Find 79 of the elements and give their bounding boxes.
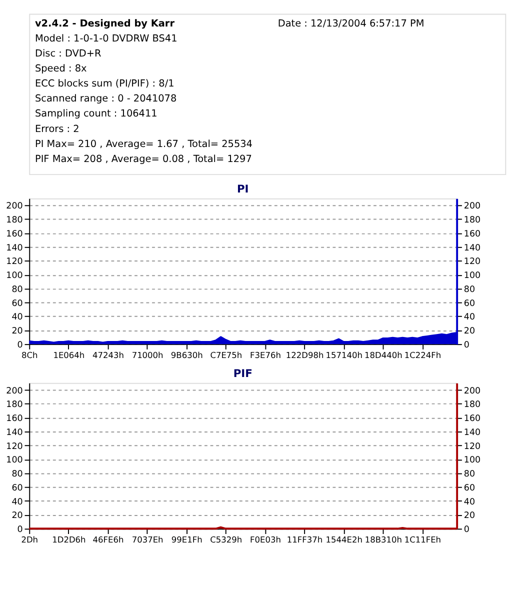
y2-tick-label: 140 [464, 243, 481, 254]
x-tick-label: 47243h [92, 350, 124, 360]
y-tick-label: 0 [17, 340, 23, 350]
y2-tick-label: 160 [464, 229, 481, 240]
text: PI Max= 210 , Average= 1.67 , Total= 25534 [34, 138, 252, 150]
x-tick-label: 99E1Fh [171, 534, 202, 545]
y2-tick-label: 100 [464, 456, 481, 466]
y2-tick-label: 40 [464, 497, 476, 508]
y-tick-label: 20 [12, 511, 23, 522]
y-tick-label: 120 [6, 442, 23, 452]
chart-title: PIF [233, 367, 252, 380]
y-tick-label: 160 [6, 414, 23, 424]
y2-tick-label: 80 [464, 470, 476, 480]
x-tick-label: 1D2D6h [52, 534, 86, 545]
y2-tick-label: 180 [464, 400, 481, 410]
text: ECC blocks sum (PI/PIF) : 8/1 [34, 78, 174, 90]
y2-tick-label: 20 [464, 326, 476, 337]
y-tick-label: 60 [12, 483, 23, 494]
x-tick-label: 1E064h [53, 350, 85, 360]
text: Errors : 2 [34, 124, 80, 135]
x-tick-label: 7037Eh [132, 534, 164, 545]
y2-tick-label: 140 [464, 428, 481, 438]
y2-tick-label: 0 [464, 525, 470, 536]
text: Disc : DVD+R [34, 48, 102, 60]
x-tick-label: F0E03h [250, 534, 281, 545]
text: v2.4.2 - Designed by Karr [34, 18, 175, 30]
y-tick-label: 100 [6, 271, 23, 282]
x-tick-label: 122D98h [286, 350, 324, 360]
x-tick-label: 11FF37h [286, 534, 323, 545]
y2-tick-label: 160 [464, 414, 481, 424]
y2-tick-label: 60 [464, 298, 476, 309]
text: Date : 12/13/2004 6:57:17 PM [278, 18, 424, 30]
y-tick-label: 60 [12, 298, 23, 309]
y-tick-label: 140 [6, 243, 23, 254]
x-tick-label: C7E75h [210, 350, 242, 360]
y-tick-label: 180 [6, 400, 23, 410]
text: Model : 1-0-1-0 DVDRW BS41 [34, 33, 178, 44]
x-tick-label: 2Dh [21, 534, 38, 545]
y2-tick-label: 180 [464, 216, 481, 226]
text: Speed : 8x [34, 64, 87, 75]
y-tick-label: 80 [12, 470, 23, 480]
x-tick-label: 1544E2h [326, 534, 362, 545]
text: Scanned range : 0 - 2041078 [34, 94, 177, 105]
x-tick-label: F3E76h [250, 350, 281, 360]
y-tick-label: 200 [6, 386, 23, 396]
x-tick-label: 46FE6h [92, 534, 124, 545]
y-tick-label: 100 [6, 456, 23, 466]
y-tick-label: 200 [6, 202, 23, 212]
y-tick-label: 40 [12, 312, 23, 323]
chart-title: PI [236, 182, 249, 196]
y2-tick-label: 200 [464, 386, 481, 396]
y2-tick-label: 80 [464, 284, 476, 295]
y2-tick-label: 60 [464, 483, 476, 494]
x-tick-label: 1C11FEh [404, 534, 442, 545]
y2-tick-label: 0 [464, 340, 470, 350]
x-tick-label: 157140h [326, 350, 362, 360]
x-tick-label: 8Ch [22, 350, 38, 360]
x-tick-label: 9B630h [170, 350, 203, 360]
x-tick-label: 1C224Fh [404, 350, 442, 360]
y2-tick-label: 40 [464, 312, 476, 323]
y-tick-label: 140 [6, 428, 23, 438]
y2-tick-label: 20 [464, 511, 476, 522]
x-tick-label: 18B310h [364, 534, 402, 545]
x-tick-label: 71000h [132, 350, 164, 360]
y-tick-label: 120 [6, 257, 23, 268]
y2-tick-label: 100 [464, 271, 481, 282]
y-tick-label: 160 [6, 229, 23, 240]
y-tick-label: 40 [12, 497, 23, 508]
y-tick-label: 180 [6, 216, 23, 226]
x-tick-label: 18D440h [364, 350, 402, 360]
y2-tick-label: 200 [464, 202, 481, 212]
x-tick-label: C5329h [210, 534, 242, 545]
y2-tick-label: 120 [464, 257, 481, 268]
y2-tick-label: 120 [464, 442, 481, 452]
text: Sampling count : 106411 [34, 108, 158, 120]
text: PIF Max= 208 , Average= 0.08 , Total= 1297 [34, 154, 252, 165]
y-tick-label: 20 [12, 326, 23, 337]
y-tick-label: 0 [17, 525, 23, 536]
y-tick-label: 80 [12, 284, 23, 295]
